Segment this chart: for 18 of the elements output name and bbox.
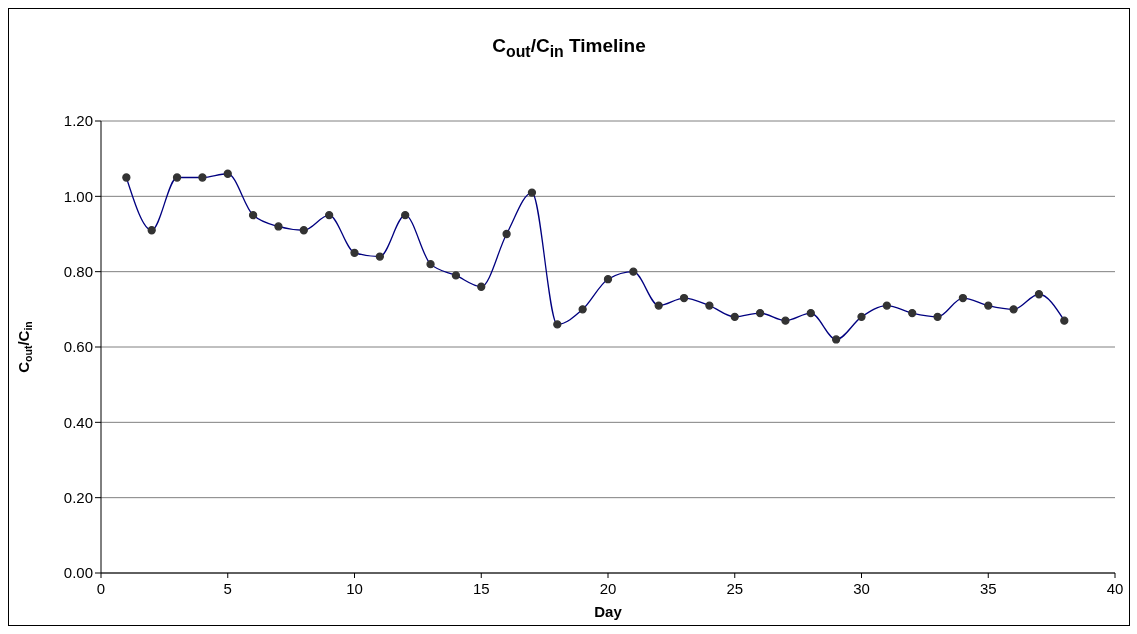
y-tick-label: 0.80 [63, 262, 93, 280]
x-tick-label: 0 [96, 580, 106, 597]
x-tick-label: 25 [726, 580, 744, 597]
x-tick-label: 35 [979, 580, 997, 597]
x-tick-label: 40 [1106, 580, 1124, 597]
x-tick-label: 30 [853, 580, 870, 597]
x-tick-label: 20 [599, 580, 617, 597]
y-tick-label: 0.40 [63, 413, 93, 431]
y-tick-label: 0.00 [63, 564, 93, 582]
chart-title: C$_{out}$/C$_{in}$ Timeline [491, 35, 647, 61]
x-tick-label: 15 [472, 580, 490, 597]
y-tick-label: 1.20 [63, 112, 93, 130]
y-tick-label: 0.20 [63, 488, 93, 506]
y-tick-label: 0.60 [63, 338, 93, 356]
x-tick-label: 5 [223, 580, 232, 597]
y-tick-label: 1.00 [63, 187, 93, 205]
x-axis-title: Day [594, 603, 623, 620]
x-tick-label: 10 [346, 580, 363, 597]
